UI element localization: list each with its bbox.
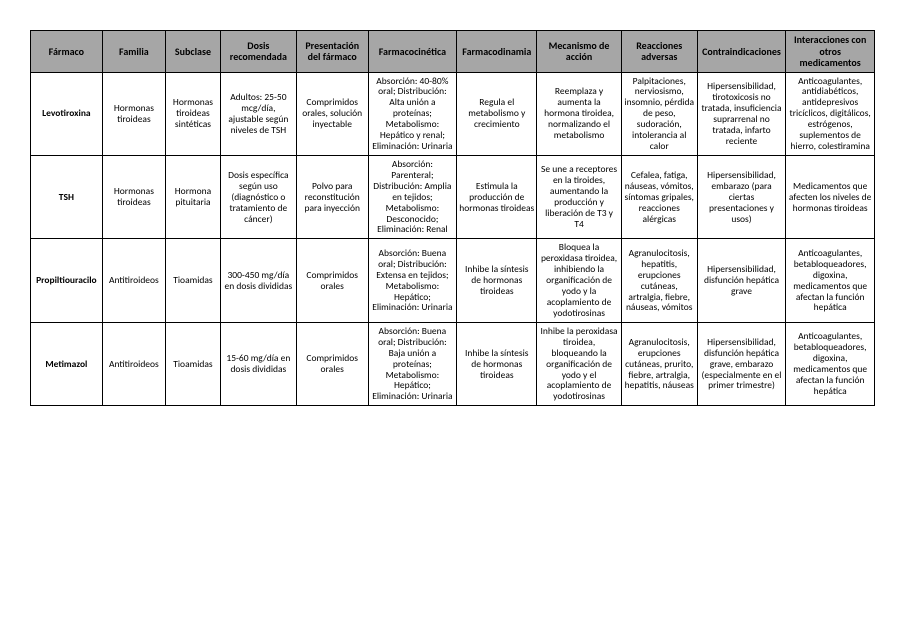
cell-interacciones: Anticoagulantes, antidiabéticos, antidep… xyxy=(786,72,875,155)
cell-farmaco: Metimazol xyxy=(31,322,103,405)
cell-subclase: Tioamidas xyxy=(166,322,221,405)
cell-dosis: Dosis específica según uso (diagnóstico … xyxy=(220,155,296,238)
cell-subclase: Hormona pituitaria xyxy=(166,155,221,238)
col-header-farmacocinetica: Farmacocinética xyxy=(368,31,457,73)
cell-presentacion: Polvo para reconstitución para inyección xyxy=(296,155,368,238)
table-row: Propiltiouracilo Antitiroideos Tioamidas… xyxy=(31,239,875,322)
cell-mecanismo: Bloquea la peroxidasa tiroidea, inhibien… xyxy=(537,239,621,322)
cell-familia: Hormonas tiroideas xyxy=(102,155,165,238)
cell-mecanismo: Se une a receptores en la tiroides, aume… xyxy=(537,155,621,238)
table-header: Fármaco Familia Subclase Dosis recomenda… xyxy=(31,31,875,73)
drug-table: Fármaco Familia Subclase Dosis recomenda… xyxy=(30,30,875,406)
col-header-contraindicaciones: Contraindicaciones xyxy=(697,31,786,73)
cell-farmacodinamia: Inhibe la síntesis de hormonas tiroideas xyxy=(457,322,537,405)
cell-farmacodinamia: Inhibe la síntesis de hormonas tiroideas xyxy=(457,239,537,322)
cell-presentacion: Comprimidos orales, solución inyectable xyxy=(296,72,368,155)
cell-reacciones: Agranulocitosis, hepatitis, erupciones c… xyxy=(621,239,697,322)
col-header-reacciones: Reacciones adversas xyxy=(621,31,697,73)
cell-presentacion: Comprimidos orales xyxy=(296,239,368,322)
col-header-farmacodinamia: Farmacodinamia xyxy=(457,31,537,73)
cell-mecanismo: Inhibe la peroxidasa tiroidea, bloqueand… xyxy=(537,322,621,405)
cell-farmacocinetica: Absorción: Buena oral; Distribución: Ext… xyxy=(368,239,457,322)
cell-contraindicaciones: Hipersensibilidad, disfunción hepática g… xyxy=(697,239,786,322)
cell-farmacodinamia: Estimula la producción de hormonas tiroi… xyxy=(457,155,537,238)
cell-mecanismo: Reemplaza y aumenta la hormona tiroidea,… xyxy=(537,72,621,155)
cell-familia: Hormonas tiroideas xyxy=(102,72,165,155)
cell-dosis: Adultos: 25-50 mcg/día, ajustable según … xyxy=(220,72,296,155)
cell-subclase: Tioamidas xyxy=(166,239,221,322)
cell-subclase: Hormonas tiroideas sintéticas xyxy=(166,72,221,155)
cell-contraindicaciones: Hipersensibilidad, disfunción hepática g… xyxy=(697,322,786,405)
cell-farmacodinamia: Regula el metabolismo y crecimiento xyxy=(457,72,537,155)
cell-interacciones: Anticoagulantes, betabloqueadores, digox… xyxy=(786,239,875,322)
col-header-mecanismo: Mecanismo de acción xyxy=(537,31,621,73)
col-header-subclase: Subclase xyxy=(166,31,221,73)
cell-interacciones: Medicamentos que afecten los niveles de … xyxy=(786,155,875,238)
table-row: Levotiroxina Hormonas tiroideas Hormonas… xyxy=(31,72,875,155)
cell-reacciones: Cefalea, fatiga, náuseas, vómitos, sínto… xyxy=(621,155,697,238)
cell-farmaco: Levotiroxina xyxy=(31,72,103,155)
cell-contraindicaciones: Hipersensibilidad, embarazo (para cierta… xyxy=(697,155,786,238)
col-header-presentacion: Presentación del fármaco xyxy=(296,31,368,73)
cell-interacciones: Anticoagulantes, betabloqueadores, digox… xyxy=(786,322,875,405)
cell-dosis: 15-60 mg/día en dosis divididas xyxy=(220,322,296,405)
cell-farmacocinetica: Absorción: 40-80% oral; Distribución: Al… xyxy=(368,72,457,155)
cell-reacciones: Palpitaciones, nerviosismo, insomnio, pé… xyxy=(621,72,697,155)
col-header-interacciones: Interacciones con otros medicamentos xyxy=(786,31,875,73)
cell-familia: Antitiroideos xyxy=(102,239,165,322)
cell-contraindicaciones: Hipersensibilidad, tirotoxicosis no trat… xyxy=(697,72,786,155)
table-body: Levotiroxina Hormonas tiroideas Hormonas… xyxy=(31,72,875,406)
col-header-familia: Familia xyxy=(102,31,165,73)
cell-farmaco: Propiltiouracilo xyxy=(31,239,103,322)
cell-farmacocinetica: Absorción: Parenteral; Distribución: Amp… xyxy=(368,155,457,238)
cell-farmacocinetica: Absorción: Buena oral; Distribución: Baj… xyxy=(368,322,457,405)
table-row: Metimazol Antitiroideos Tioamidas 15-60 … xyxy=(31,322,875,405)
col-header-dosis: Dosis recomendada xyxy=(220,31,296,73)
cell-dosis: 300-450 mg/día en dosis divididas xyxy=(220,239,296,322)
table-row: TSH Hormonas tiroideas Hormona pituitari… xyxy=(31,155,875,238)
cell-familia: Antitiroideos xyxy=(102,322,165,405)
header-row: Fármaco Familia Subclase Dosis recomenda… xyxy=(31,31,875,73)
cell-presentacion: Comprimidos orales xyxy=(296,322,368,405)
cell-farmaco: TSH xyxy=(31,155,103,238)
cell-reacciones: Agranulocitosis, erupciones cutáneas, pr… xyxy=(621,322,697,405)
col-header-farmaco: Fármaco xyxy=(31,31,103,73)
